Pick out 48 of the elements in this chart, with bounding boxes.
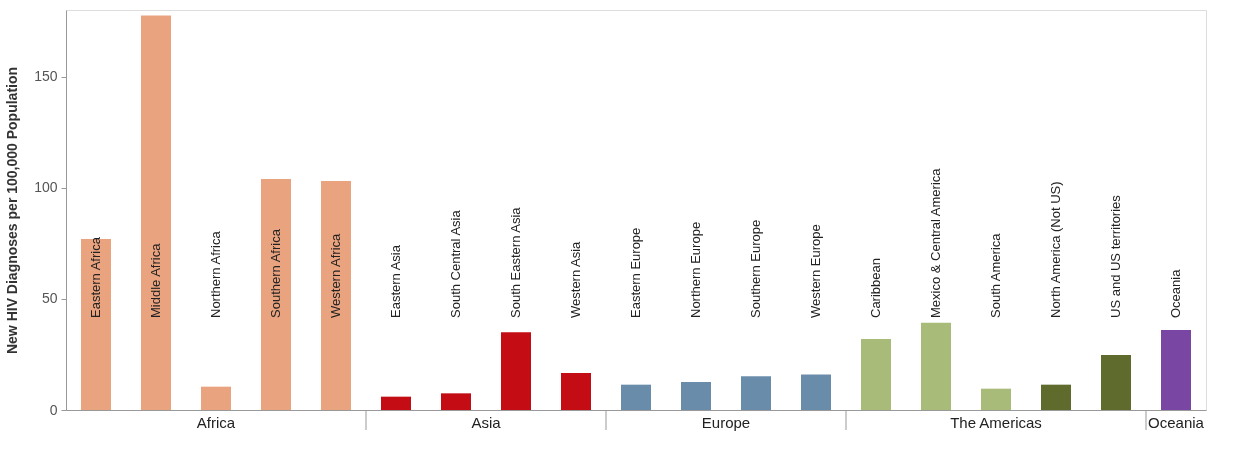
x-tick-label: South Central Asia — [448, 209, 463, 318]
bar — [741, 376, 771, 410]
x-tick-label: Western Europe — [808, 224, 823, 318]
bar — [441, 393, 471, 410]
y-tick-label: 0 — [49, 401, 58, 418]
x-tick-label: Western Asia — [568, 240, 583, 318]
x-tick-label: South America — [988, 232, 1003, 318]
x-tick-label: South Eastern Asia — [508, 206, 523, 318]
bar — [921, 322, 951, 410]
x-tick-label: Eastern Europe — [628, 227, 643, 318]
bar — [381, 396, 411, 410]
y-tick-label: 150 — [34, 68, 58, 85]
bar — [321, 181, 351, 410]
bar — [141, 15, 171, 410]
x-tick-label: Caribbean — [868, 258, 883, 318]
y-axis-title: New HIV Diagnoses per 100,000 Population — [4, 66, 21, 355]
x-tick-label: Eastern Africa — [88, 236, 103, 318]
x-tick-label: North America (Not US) — [1048, 181, 1063, 318]
bar — [801, 374, 831, 410]
bar — [261, 178, 291, 410]
series-label: Africa — [196, 414, 236, 431]
x-tick-label: US and US territories — [1108, 194, 1123, 318]
x-tick-label: Northern Africa — [208, 230, 223, 318]
bar — [561, 372, 591, 410]
x-tick-label: Southern Africa — [268, 228, 283, 318]
bar — [981, 388, 1011, 410]
bar — [681, 382, 711, 410]
bar — [81, 238, 111, 410]
series-label: Oceania — [1148, 414, 1205, 431]
y-tick-label: 100 — [34, 179, 58, 196]
x-tick-label: Northern Europe — [688, 221, 703, 318]
bar — [1161, 330, 1191, 410]
x-tick-label: Eastern Asia — [388, 244, 403, 318]
bar — [501, 332, 531, 410]
bar — [1101, 355, 1131, 410]
series-label: The Americas — [950, 414, 1042, 431]
x-tick-label: Middle Africa — [148, 242, 163, 318]
bar — [621, 384, 651, 410]
bar — [1041, 384, 1071, 410]
series-label: Asia — [471, 414, 502, 431]
x-tick-label: Oceania — [1168, 268, 1183, 318]
series-label: Europe — [701, 414, 751, 431]
bar — [201, 386, 231, 410]
x-tick-label: Western Africa — [328, 232, 343, 318]
x-tick-label: Southern Europe — [748, 219, 763, 318]
x-tick-label: Mexico & Central America — [928, 167, 943, 318]
bar — [861, 338, 891, 410]
y-tick-label: 50 — [41, 290, 58, 307]
